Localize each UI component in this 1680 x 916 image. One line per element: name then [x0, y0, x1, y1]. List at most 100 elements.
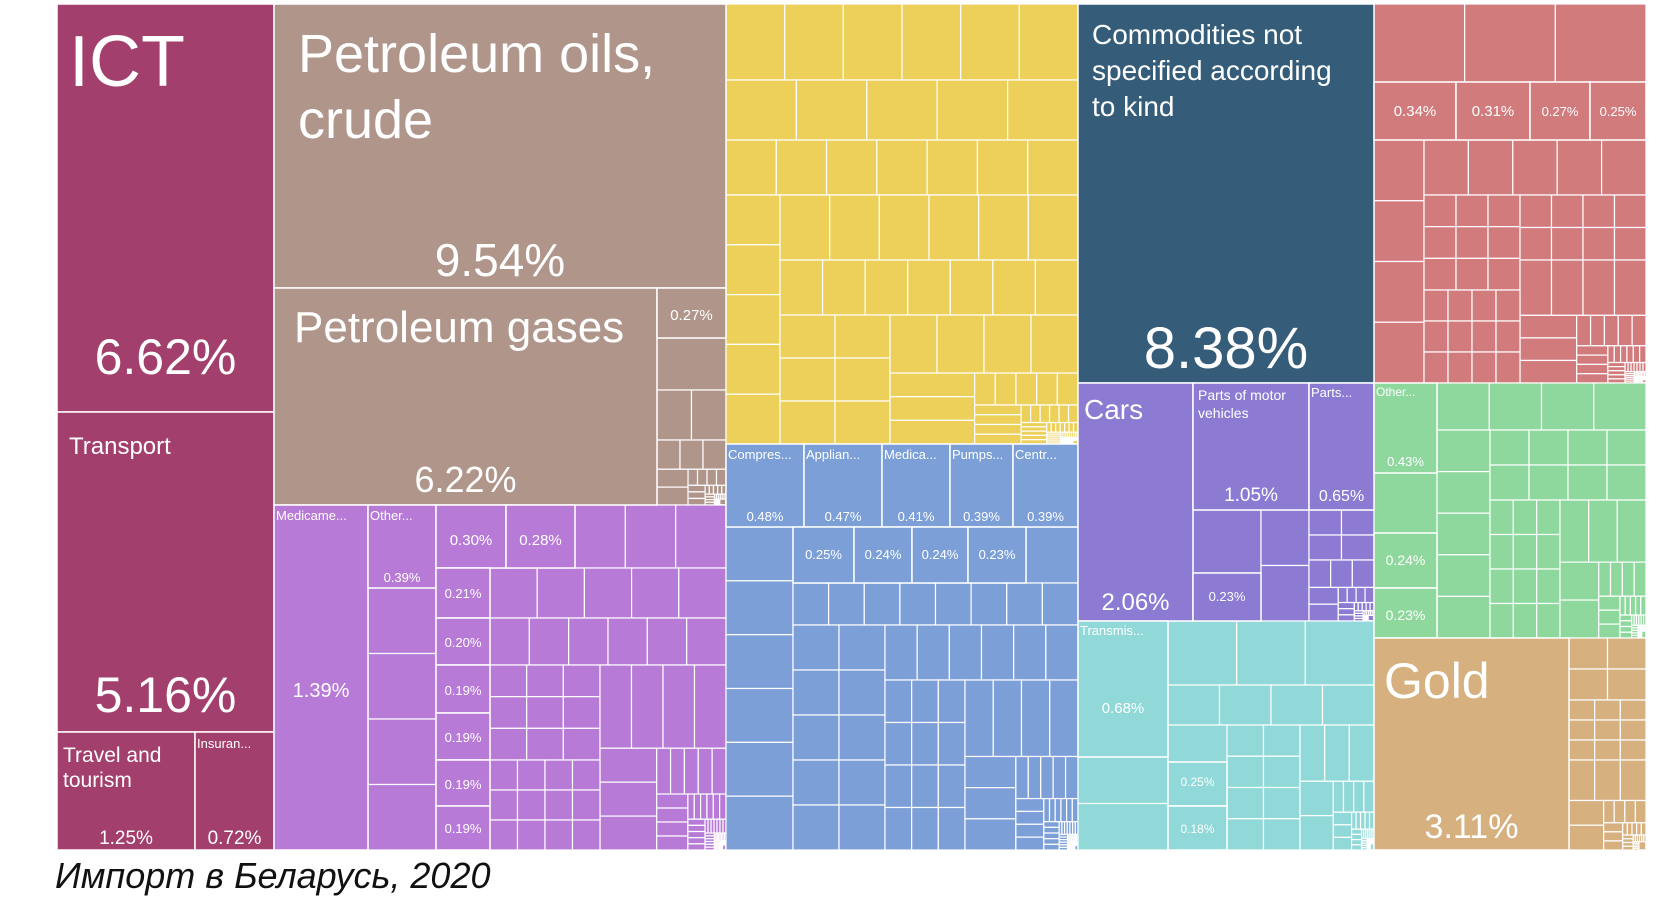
tile-metals-small — [779, 259, 824, 316]
tile-chemicals-small — [687, 837, 706, 845]
tile-chemicals-small — [669, 747, 686, 795]
tile-electronics-small — [1366, 848, 1371, 850]
tile-foodstuffs-2: 0.23% — [1373, 587, 1438, 639]
tile-agriculture-small — [1467, 139, 1514, 196]
tile-transport-small — [1192, 509, 1262, 574]
tile-label: Transport — [69, 433, 171, 460]
tile-foodstuffs-small — [1619, 631, 1633, 639]
tile-agriculture-small — [1626, 345, 1634, 364]
tile-machinery-small — [1045, 624, 1079, 681]
tile-machinery-small — [725, 795, 794, 850]
tile-mineral-small — [687, 484, 706, 493]
tile-rect — [435, 712, 491, 761]
tile-chemicals-small — [704, 846, 716, 850]
tile-foodstuffs-small — [1598, 609, 1621, 625]
tile-value: 0.41% — [898, 509, 935, 524]
tile-foodstuffs-small — [1536, 499, 1561, 536]
tile-services-1: Transport 5.16% — [56, 411, 275, 733]
tile-mineral-small — [690, 389, 727, 441]
tile-chemicals-small — [367, 718, 437, 786]
tile-machinery-small — [1015, 836, 1045, 850]
tile-agriculture-small — [1632, 345, 1641, 364]
tile-mineral-small — [687, 497, 706, 506]
tile-chemicals-small — [599, 781, 658, 817]
tile-mineral-0: Petroleum oils, crude 9.54% — [273, 3, 727, 289]
tile-chemicals-small — [656, 821, 689, 837]
tile-chemicals-small — [630, 664, 664, 749]
tile-electronics-0: Transmis... 0.68% — [1077, 620, 1169, 758]
tile-electronics-2: 0.18% — [1167, 805, 1228, 850]
tile-mineral-small — [679, 439, 704, 470]
tile-precious-small — [1603, 799, 1615, 824]
tile-agriculture-small — [1576, 373, 1609, 384]
tile-value: 0.28% — [519, 532, 562, 549]
tile-mineral-small — [656, 486, 689, 506]
tile-chemicals-small — [656, 793, 689, 809]
tile-precious-small — [1636, 822, 1642, 836]
tile-electronics-small — [1077, 756, 1169, 805]
tile-electronics-small — [1332, 836, 1353, 850]
tile-transport-small — [1260, 564, 1310, 622]
tile-chemicals-small — [711, 747, 727, 795]
tile-value: 0.30% — [450, 532, 493, 549]
tile-value: 0.23% — [1386, 607, 1426, 623]
tile-value: 5.16% — [95, 667, 237, 723]
tile-chemicals-small — [544, 759, 574, 791]
tile-machinery-2: Medica... 0.41% — [881, 443, 951, 528]
tile-foodstuffs-small — [1643, 614, 1647, 626]
tile-machinery-small — [884, 764, 913, 809]
tile-metals-small — [779, 357, 836, 402]
tile-value: 0.24% — [865, 547, 902, 562]
tile-electronics-small — [1270, 684, 1324, 726]
tile-transport-1: Parts of motor vehicles 1.05% — [1192, 382, 1310, 511]
tile-value: 6.22% — [414, 459, 516, 500]
tile-label: Medica... — [884, 447, 937, 462]
tile-chemicals-8: 0.19% — [435, 759, 491, 807]
tile-chemicals-small — [583, 567, 633, 619]
tile-agriculture-small — [1631, 314, 1647, 347]
tile-machinery-small — [1043, 797, 1051, 823]
tile-agriculture-small — [1373, 321, 1425, 384]
tile-value: 0.24% — [1386, 552, 1426, 568]
tile-metals-small — [907, 259, 951, 316]
tile-agriculture-small — [1582, 259, 1616, 316]
tile-chemicals-small — [719, 848, 724, 850]
tile-precious-small — [1603, 822, 1624, 833]
tile-foodstuffs-small — [1588, 499, 1618, 563]
tile-machinery-small — [725, 580, 794, 636]
tile-precious-small — [1594, 699, 1621, 721]
tile-metals-small — [1039, 404, 1051, 424]
tile-metals-small — [725, 294, 781, 346]
tile-metals-small — [866, 79, 938, 141]
tile-label: Petroleum gases — [294, 303, 624, 352]
tile-foodstuffs-small — [1536, 533, 1561, 570]
tile-agriculture-small — [1613, 345, 1622, 364]
tile-electronics-small — [1226, 755, 1265, 789]
tile-agriculture-small — [1644, 376, 1647, 381]
tile-transport-small — [1308, 603, 1339, 622]
tile-agriculture-1: 0.31% — [1455, 81, 1531, 141]
tile-machinery-small — [792, 582, 830, 626]
tile-metals-small — [1063, 421, 1070, 433]
tile-chemicals-3: 0.28% — [505, 504, 576, 569]
tile-machinery-small — [964, 818, 1017, 850]
tile-rect — [656, 287, 727, 339]
tile-agriculture-small — [1423, 257, 1457, 291]
tile-chemicals-small — [571, 789, 601, 821]
tile-chemicals-small — [489, 819, 519, 850]
tile-value: 0.18% — [1180, 822, 1214, 836]
tile-machinery-small — [964, 787, 1017, 820]
tile-mineral-small — [656, 389, 693, 441]
tile-machinery-0: Compres... 0.48% — [725, 443, 805, 528]
tile-metals-small — [725, 244, 781, 296]
tile-chemicals-small — [706, 793, 714, 820]
tile-agriculture-small — [1519, 226, 1553, 261]
tile-machinery-small — [1025, 526, 1079, 584]
tile-electronics-small — [1226, 724, 1265, 757]
tile-electronics-small — [1332, 811, 1353, 826]
tile-chemicals-small — [367, 652, 437, 720]
tile-precious-small — [1640, 822, 1647, 836]
tile-mineral-small — [712, 484, 719, 495]
tile-machinery-small — [838, 624, 886, 671]
tile-foodstuffs-small — [1609, 561, 1623, 597]
